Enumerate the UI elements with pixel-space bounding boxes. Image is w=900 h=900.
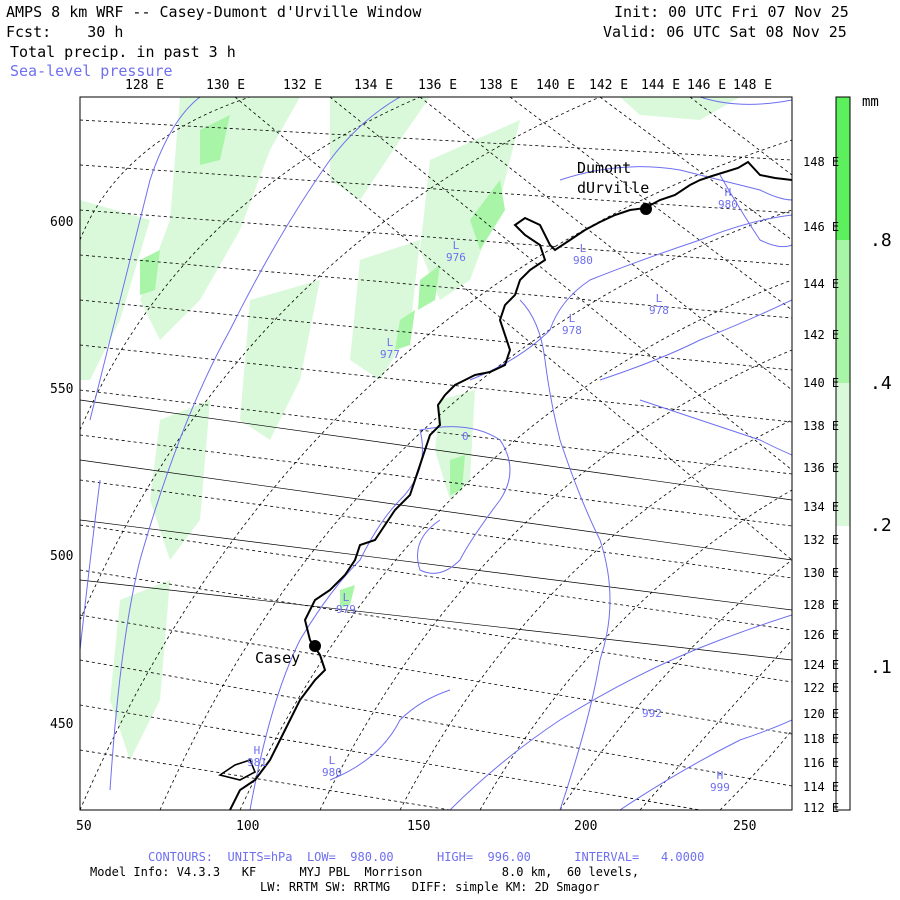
longitude-label: 138 E xyxy=(803,419,840,433)
pressure-label: L 980 xyxy=(573,242,593,267)
pressure-label: H 980 xyxy=(718,186,738,211)
longitude-label: 140 E xyxy=(536,78,576,93)
axis-tick-label: 50 xyxy=(76,819,92,834)
pressure-label: L 978 xyxy=(649,292,669,317)
axis-tick-label: 200 xyxy=(574,819,598,834)
longitude-label: 118 E xyxy=(803,732,840,746)
longitude-label: 124 E xyxy=(803,658,840,672)
graticule-longitude-radial xyxy=(234,97,792,561)
longitude-label: 138 E xyxy=(479,78,519,93)
colorbar-label: .2 xyxy=(870,515,892,536)
longitude-label: 146 E xyxy=(803,220,840,234)
casey-station-label: Casey xyxy=(255,649,301,667)
longitude-label: 148 E xyxy=(803,155,840,169)
axis-tick-label: 150 xyxy=(407,819,431,834)
colorbar-swatch xyxy=(836,526,850,667)
longitude-label: 114 E xyxy=(803,780,840,794)
axis-tick-label: 550 xyxy=(50,382,74,397)
axis-tick-label: 250 xyxy=(733,819,757,834)
longitude-label: 140 E xyxy=(803,376,840,390)
physics-info: LW: RRTM SW: RRTMG DIFF: simple KM: 2D S… xyxy=(260,880,600,894)
colorbar-label: .8 xyxy=(870,230,892,251)
pressure-label: L 976 xyxy=(446,239,466,264)
colorbar-unit: mm xyxy=(862,94,879,110)
precip-shading-medium xyxy=(140,115,505,608)
pressure-label: L 980 xyxy=(322,754,342,779)
longitude-label: 116 E xyxy=(803,756,840,770)
forecast-hour: Fcst: 30 h xyxy=(6,23,124,41)
pressure-label: H 981 xyxy=(247,744,267,769)
dumont-station-marker[interactable] xyxy=(640,203,652,215)
longitude-label: 144 E xyxy=(641,78,681,93)
colorbar-swatch xyxy=(836,240,850,383)
init-time: Init: 00 UTC Fri 07 Nov 25 xyxy=(614,3,849,21)
longitude-label: 122 E xyxy=(803,681,840,695)
precip-shading xyxy=(80,97,740,760)
map-plot xyxy=(80,97,792,810)
colorbar xyxy=(835,96,851,811)
axis-tick-label: 100 xyxy=(236,819,260,834)
pressure-label: L 978 xyxy=(562,312,582,337)
longitude-label: 128 E xyxy=(125,78,165,93)
longitude-label: 132 E xyxy=(803,533,840,547)
longitude-label: 120 E xyxy=(803,707,840,721)
pressure-label: H 999 xyxy=(710,769,730,794)
graticule-longitude-solid xyxy=(80,399,792,661)
contour-info: CONTOURS: UNITS=hPa LOW= 980.00 HIGH= 99… xyxy=(148,850,705,864)
pressure-label: 992 xyxy=(642,707,662,720)
graticule-latitude xyxy=(80,97,792,810)
pressure-contours xyxy=(80,97,792,810)
pressure-label: L 977 xyxy=(380,336,400,361)
longitude-label: 144 E xyxy=(803,277,840,291)
valid-time: Valid: 06 UTC Sat 08 Nov 25 xyxy=(603,23,847,41)
axis-tick-label: 450 xyxy=(50,717,74,732)
longitude-label: 130 E xyxy=(206,78,246,93)
map-title: AMPS 8 km WRF -- Casey-Dumont d'Urville … xyxy=(6,3,422,21)
longitude-label: 136 E xyxy=(418,78,458,93)
longitude-label: 126 E xyxy=(803,628,840,642)
colorbar-label: .4 xyxy=(870,373,892,394)
longitude-label: 142 E xyxy=(589,78,629,93)
longitude-label: 142 E xyxy=(803,328,840,342)
field-name: Total precip. in past 3 h xyxy=(10,43,236,61)
axis-tick-label: 500 xyxy=(50,549,74,564)
model-info: Model Info: V4.3.3 KF MYJ PBL Morrison 8… xyxy=(90,865,640,879)
axis-tick-label: 600 xyxy=(50,215,74,230)
dumont-station-label: Dumont dUrville xyxy=(577,159,650,197)
longitude-label: 134 E xyxy=(354,78,394,93)
colorbar-swatch xyxy=(836,97,850,240)
colorbar-label: .1 xyxy=(870,657,892,678)
pressure-label: 0 xyxy=(462,430,469,443)
colorbar-swatch xyxy=(836,383,850,526)
longitude-label: 128 E xyxy=(803,598,840,612)
graticule-longitude xyxy=(80,119,792,810)
longitude-label: 112 E xyxy=(803,801,840,815)
pressure-label: L 979 xyxy=(336,591,356,616)
longitude-label: 132 E xyxy=(283,78,323,93)
longitude-label: 146 E xyxy=(687,78,727,93)
plot-frame xyxy=(79,96,793,811)
casey-station-marker[interactable] xyxy=(309,640,321,652)
longitude-label: 148 E xyxy=(733,78,773,93)
longitude-label: 134 E xyxy=(803,500,840,514)
island-coast xyxy=(218,759,257,781)
overlay-name: Sea-level pressure xyxy=(10,62,173,80)
longitude-label: 136 E xyxy=(803,461,840,475)
longitude-label: 130 E xyxy=(803,566,840,580)
